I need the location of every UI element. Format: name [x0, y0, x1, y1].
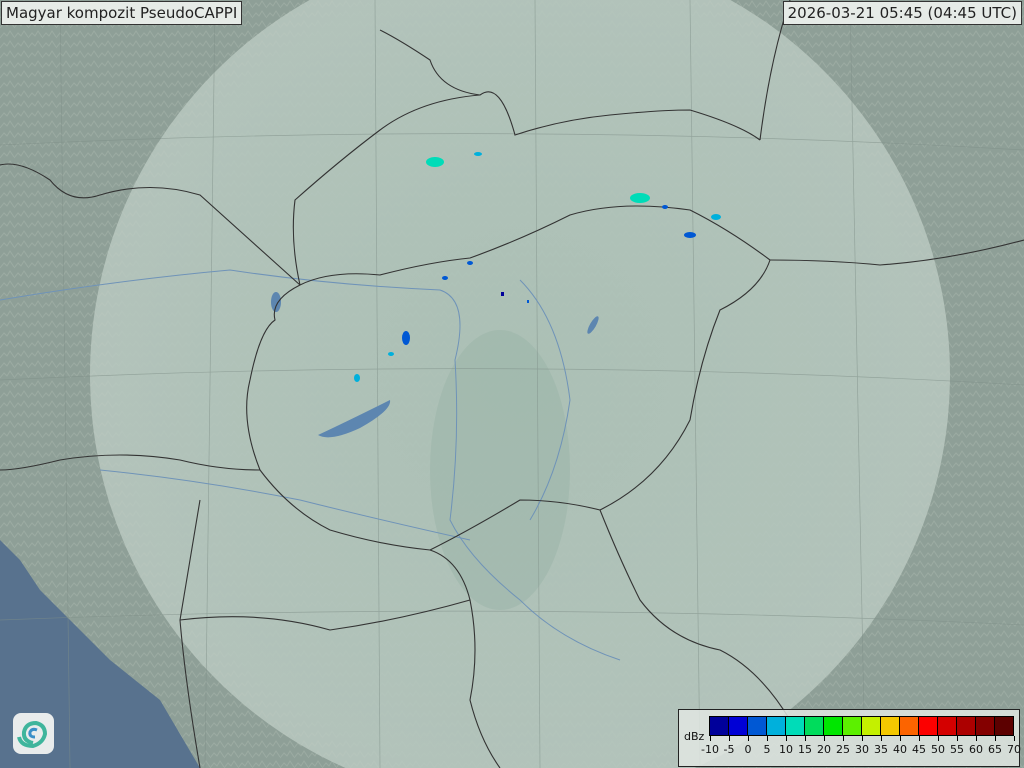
legend-tick-mark [767, 736, 768, 741]
legend-color-0 [748, 717, 767, 735]
legend-tick-mark [710, 736, 711, 741]
legend-tick-mark [919, 736, 920, 741]
legend-tick-mark [957, 736, 958, 741]
legend-tick-label: 55 [950, 743, 964, 756]
legend-tick-mark [1014, 736, 1015, 741]
legend-color-45 [919, 717, 938, 735]
timestamp: 2026-03-21 05:45 (04:45 UTC) [782, 1, 1022, 25]
legend-tick-label: 25 [836, 743, 850, 756]
legend-tick-label: -5 [723, 743, 735, 756]
echo [684, 232, 696, 238]
echo [442, 276, 448, 280]
legend-tick-label: 35 [874, 743, 888, 756]
legend-tick-label: 60 [969, 743, 983, 756]
legend-color-20 [824, 717, 843, 735]
echo [388, 352, 394, 356]
legend-tick-label: 30 [855, 743, 869, 756]
echo [630, 193, 650, 203]
echo [474, 152, 482, 156]
echo [354, 374, 360, 382]
legend-tick-mark [900, 736, 901, 741]
legend-color--10 [710, 717, 729, 735]
radar-echoes [354, 152, 721, 382]
echo [711, 214, 721, 220]
lakes [271, 292, 599, 438]
echo [527, 300, 529, 303]
echo [662, 205, 668, 209]
legend-tick-mark [938, 736, 939, 741]
legend-tick-label: 10 [779, 743, 793, 756]
legend-color-30 [862, 717, 881, 735]
hungary-border [246, 205, 771, 551]
legend-color-40 [900, 717, 919, 735]
legend-tick-label: 70 [1007, 743, 1021, 756]
legend-tick-mark [824, 736, 825, 741]
product-title: Magyar kompozit PseudoCAPPI [1, 1, 243, 25]
legend-color--5 [729, 717, 748, 735]
echo [402, 331, 410, 345]
legend-color-50 [938, 717, 957, 735]
legend-tick-label: 15 [798, 743, 812, 756]
echo [426, 157, 444, 167]
legend-tick-label: 20 [817, 743, 831, 756]
legend-tick-mark [976, 736, 977, 741]
legend-tick-mark [748, 736, 749, 741]
legend-tick-label: 0 [744, 743, 752, 756]
legend-color-55 [957, 717, 976, 735]
legend-tick-mark [843, 736, 844, 741]
legend-tick-label: 5 [763, 743, 771, 756]
dbz-legend: dBz -10 -5 0 5 10 15 20 25 30 35 40 45 50 55 60 65 70 [678, 709, 1021, 767]
legend-tick-label: -10 [701, 743, 719, 756]
legend-tick-mark [786, 736, 787, 741]
legend-color-5 [767, 717, 786, 735]
great-plain-shade [430, 330, 570, 610]
legend-tick-mark [805, 736, 806, 741]
legend-tick-label: 40 [893, 743, 907, 756]
legend-color-15 [805, 717, 824, 735]
legend-color-10 [786, 717, 805, 735]
swirl-logo-icon [13, 713, 54, 754]
echo [467, 261, 473, 265]
legend-color-60 [976, 717, 995, 735]
legend-tick-mark [995, 736, 996, 741]
adriatic-sea [0, 540, 200, 768]
legend-color-25 [843, 717, 862, 735]
legend-color-35 [881, 717, 900, 735]
legend-tick-mark [729, 736, 730, 741]
legend-tick-mark [862, 736, 863, 741]
legend-tick-label: 50 [931, 743, 945, 756]
color-scale [709, 716, 1014, 736]
rivers [0, 269, 621, 661]
legend-tick-label: 45 [912, 743, 926, 756]
legend-color-65 [995, 717, 1013, 735]
legend-tick-label: 65 [988, 743, 1002, 756]
echo [501, 292, 504, 296]
legend-unit: dBz [684, 730, 705, 743]
legend-tick-mark [881, 736, 882, 741]
